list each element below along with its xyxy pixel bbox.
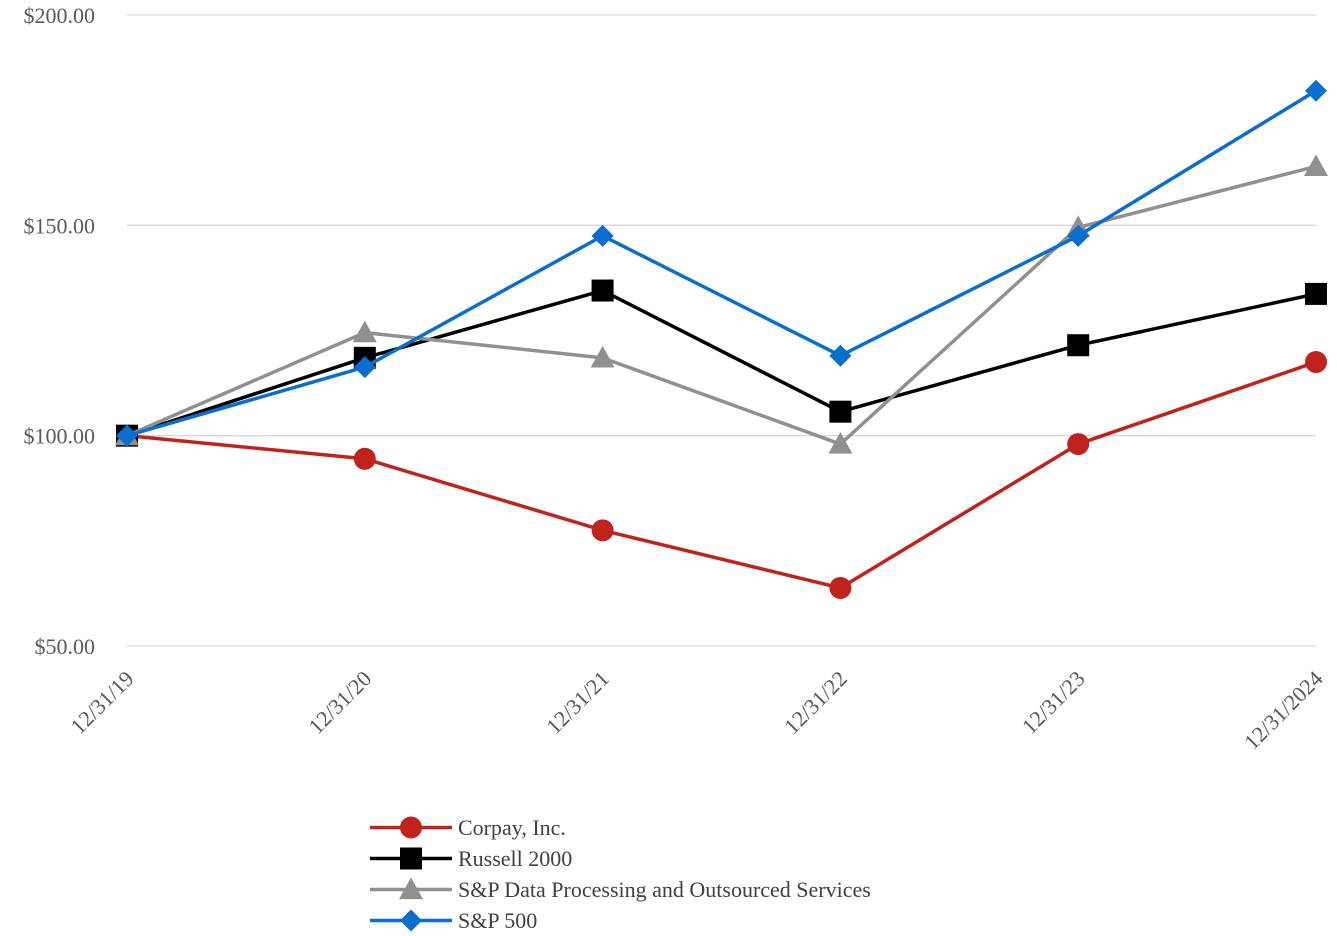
y-tick-label: $100.00: [24, 424, 96, 449]
legend-item: S&P Data Processing and Outsourced Servi…: [368, 874, 871, 905]
x-tick-label: 12/31/23: [1017, 666, 1090, 739]
data-point: [116, 424, 138, 447]
data-point: [590, 345, 615, 368]
x-tick-label: 12/31/22: [779, 666, 852, 739]
x-tick-label: 12/31/19: [66, 666, 139, 739]
legend-item: S&P 500: [368, 905, 871, 936]
legend-label: Corpay, Inc.: [458, 814, 566, 840]
data-point: [829, 400, 852, 423]
series-line: [126, 89, 1317, 438]
data-point: [1305, 282, 1327, 305]
legend-label: Russell 2000: [458, 845, 573, 871]
x-tick-label: 12/31/2024: [1239, 666, 1328, 755]
data-point: [1305, 351, 1327, 374]
data-point: [353, 447, 376, 470]
legend: Corpay, Inc. Russell 2000 S&P Data Process…: [368, 812, 871, 936]
x-tick-label: 12/31/20: [303, 666, 376, 739]
data-point: [1067, 224, 1090, 247]
series-2: [115, 154, 1328, 454]
data-point: [353, 356, 376, 379]
legend-label: S&P Data Processing and Outsourced Servi…: [458, 876, 871, 902]
y-tick-label: $200.00: [24, 3, 96, 28]
series-3: [116, 79, 1327, 447]
data-point: [1305, 79, 1327, 102]
y-tick-label: $150.00: [24, 213, 96, 238]
data-point: [591, 224, 614, 247]
legend-item: Russell 2000: [368, 843, 871, 874]
x-axis-tick-labels: 12/31/19 12/31/20 12/31/21 12/31/22 12/31/23…: [66, 666, 1328, 755]
legend-item: Corpay, Inc.: [368, 812, 871, 843]
legend-swatch: [370, 877, 452, 900]
y-axis-tick-labels: $50.00 $100.00 $150.00 $200.00: [24, 3, 96, 659]
series-line: [126, 360, 1317, 590]
data-point: [1304, 154, 1328, 177]
legend-swatch: [370, 816, 452, 839]
legend-label: S&P 500: [458, 907, 538, 933]
data-point: [829, 576, 852, 599]
data-point: [591, 519, 614, 542]
series-group: [115, 79, 1328, 599]
x-tick-label: 12/31/21: [541, 666, 614, 739]
data-point: [352, 320, 377, 343]
legend-swatch: [370, 909, 452, 932]
data-point: [1067, 433, 1090, 456]
data-point: [591, 279, 614, 302]
y-tick-label: $50.00: [35, 634, 96, 659]
data-point: [1067, 334, 1090, 357]
data-point: [828, 432, 853, 454]
legend-swatch: [370, 847, 452, 870]
series-line: [126, 164, 1317, 446]
data-point: [829, 344, 852, 367]
gridlines: [127, 14, 1316, 647]
series-line: [126, 288, 1317, 438]
